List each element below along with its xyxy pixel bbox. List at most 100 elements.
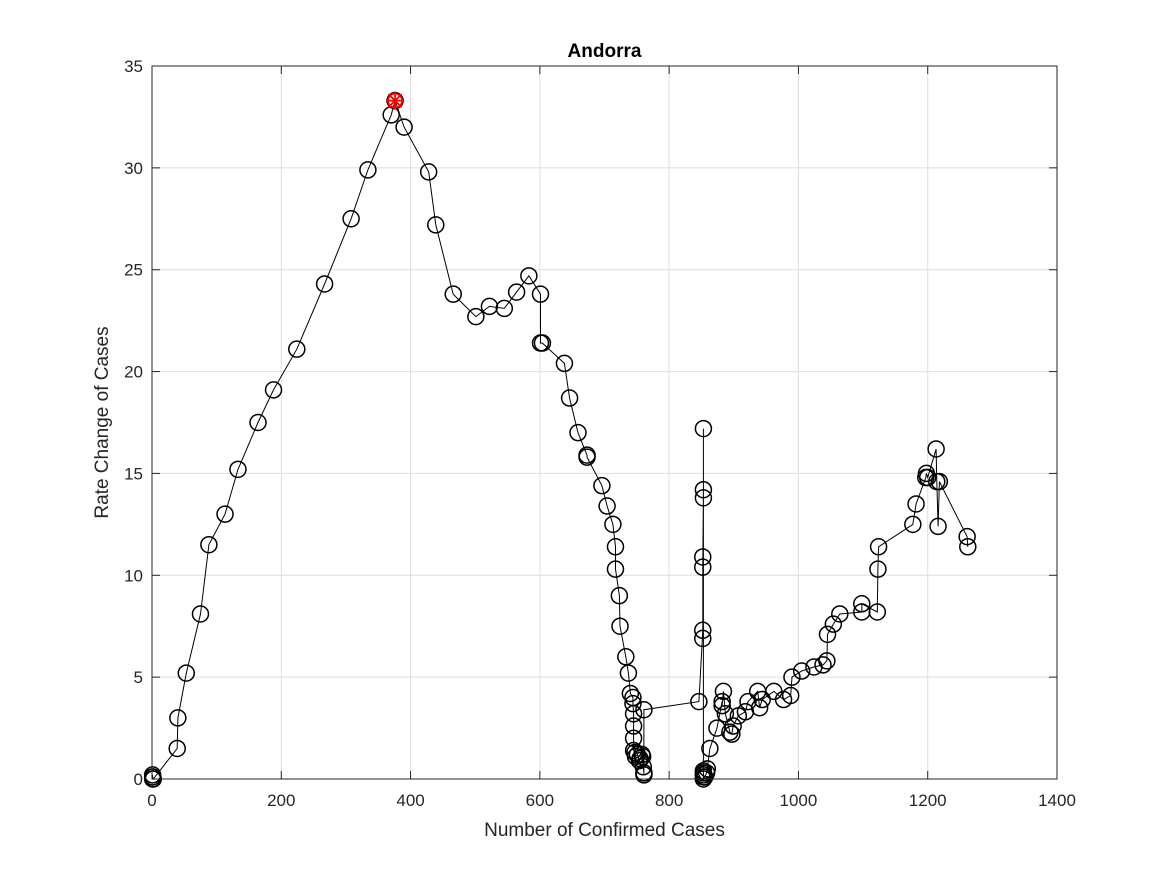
chart-title: Andorra — [568, 41, 642, 62]
data-point — [560, 389, 579, 407]
data-point — [624, 705, 643, 723]
data-point — [831, 605, 849, 623]
data-point — [714, 682, 733, 701]
data-point — [520, 267, 538, 285]
data-point — [701, 739, 719, 758]
data-point — [698, 760, 717, 778]
data-point — [694, 489, 713, 507]
data-point — [229, 460, 247, 479]
data-point — [610, 586, 629, 605]
data-point — [724, 717, 742, 735]
data-point — [907, 495, 925, 513]
y-tick-label: 15 — [124, 464, 143, 483]
data-point — [177, 664, 196, 682]
data-point — [604, 515, 622, 534]
data-point — [315, 275, 334, 293]
data-point — [723, 725, 741, 743]
data-point — [533, 334, 552, 352]
data-point — [444, 285, 462, 303]
data-point — [467, 307, 485, 326]
data-point — [419, 163, 438, 181]
data-point — [918, 468, 937, 487]
data-point — [635, 764, 653, 782]
data-point — [624, 694, 642, 713]
data-point — [395, 118, 413, 136]
data-point — [634, 758, 653, 776]
data-point — [606, 538, 625, 556]
y-tick-label: 35 — [124, 57, 143, 76]
data-point — [569, 423, 587, 442]
data-point — [853, 595, 871, 613]
y-tick-label: 0 — [134, 770, 143, 789]
peak-marker — [386, 91, 405, 110]
data-point — [624, 717, 643, 735]
peak-star-d2 — [387, 93, 403, 108]
y-tick-label: 10 — [124, 566, 143, 585]
data-point — [694, 621, 712, 640]
data-point — [958, 527, 976, 546]
data-point — [929, 517, 947, 536]
data-point — [690, 692, 708, 711]
data-point — [555, 354, 574, 373]
data-point — [288, 340, 306, 358]
data-point — [694, 419, 713, 438]
data-point — [959, 538, 977, 556]
y-axis-label: Rate Change of Cases — [92, 326, 113, 518]
data-point — [606, 560, 625, 578]
y-tick-label: 25 — [124, 261, 143, 280]
data-point — [427, 216, 445, 234]
y-tick-labels: 0 5 10 15 20 25 30 35 — [124, 57, 143, 789]
data-point — [191, 605, 210, 623]
data-point — [495, 299, 514, 318]
data-point — [635, 700, 653, 719]
data-point — [930, 472, 949, 491]
data-point — [694, 548, 712, 566]
data-point — [713, 692, 731, 711]
data-point — [619, 664, 638, 682]
data-point — [694, 558, 712, 576]
data-point — [168, 739, 186, 758]
data-point — [750, 698, 769, 717]
x-tick-label: 0 — [147, 791, 156, 810]
ticks — [151, 65, 1058, 780]
data-point — [869, 560, 887, 578]
data-point — [611, 617, 629, 635]
data-point — [869, 538, 888, 556]
data-point — [716, 705, 735, 723]
data-point — [621, 684, 640, 703]
data-point — [824, 615, 843, 633]
data-point — [781, 686, 800, 705]
y-tick-label: 30 — [124, 159, 143, 178]
data-point — [753, 690, 771, 709]
data-point — [814, 656, 832, 674]
data-point — [792, 662, 811, 680]
data-point — [480, 297, 499, 316]
data-point — [694, 480, 713, 499]
data-point — [249, 413, 267, 432]
data-point — [694, 629, 712, 648]
data-point — [216, 505, 234, 523]
x-tick-labels: 0 200 400 600 800 1000 1200 1400 — [147, 791, 1076, 810]
x-tick-label: 1000 — [780, 791, 818, 810]
data-point — [904, 515, 922, 534]
x-tick-label: 1200 — [909, 791, 947, 810]
data-point — [868, 603, 887, 621]
data-point — [818, 652, 836, 670]
data-point — [624, 729, 643, 748]
data-point — [818, 625, 837, 644]
data-point — [507, 283, 526, 301]
data-point — [264, 381, 283, 399]
data-point — [359, 161, 377, 179]
plot-area — [152, 66, 1057, 779]
data-point — [169, 709, 187, 727]
x-tick-label: 400 — [396, 791, 424, 810]
y-tick-label: 5 — [134, 668, 143, 687]
x-axis-label: Number of Confirmed Cases — [484, 820, 725, 841]
axes-box — [151, 65, 1058, 780]
data-point — [739, 692, 757, 711]
data-point — [200, 535, 218, 554]
x-tick-label: 200 — [267, 791, 295, 810]
data-point — [713, 696, 731, 715]
data-point — [578, 448, 596, 466]
